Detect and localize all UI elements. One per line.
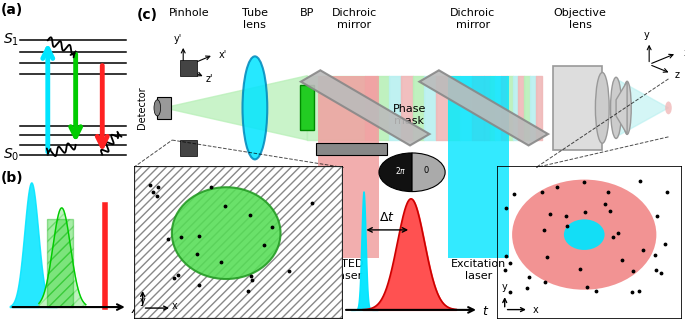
Text: $\lambda$: $\lambda$ [132, 301, 141, 316]
Polygon shape [419, 70, 548, 146]
Text: x: x [172, 301, 178, 311]
Ellipse shape [665, 101, 672, 114]
Text: y': y' [173, 34, 182, 44]
Ellipse shape [172, 187, 281, 279]
Ellipse shape [623, 81, 632, 135]
Bar [553, 66, 602, 150]
Text: Detector: Detector [138, 87, 147, 129]
Polygon shape [616, 81, 627, 134]
Text: $\Delta t$: $\Delta t$ [379, 211, 395, 224]
Ellipse shape [595, 72, 609, 143]
Text: BP: BP [300, 8, 314, 18]
Text: x': x' [219, 50, 227, 60]
Text: (c): (c) [136, 8, 158, 22]
Text: x: x [532, 305, 538, 315]
Bar [300, 85, 314, 130]
Text: Phase
mask: Phase mask [393, 104, 426, 126]
Text: $2\pi$: $2\pi$ [395, 165, 407, 176]
Text: Tube
lens: Tube lens [242, 8, 268, 30]
Text: $S_1$: $S_1$ [3, 32, 19, 48]
Text: STED
laser: STED laser [334, 259, 363, 281]
Text: (a): (a) [1, 3, 23, 17]
Text: (b): (b) [1, 171, 23, 185]
Text: x: x [684, 48, 685, 58]
Ellipse shape [242, 56, 267, 159]
Ellipse shape [564, 219, 605, 250]
Text: y: y [140, 296, 145, 306]
Text: z': z' [206, 74, 213, 84]
Wedge shape [379, 153, 412, 192]
Text: y: y [502, 282, 508, 292]
Ellipse shape [610, 77, 621, 138]
Text: t: t [482, 305, 487, 318]
Bar [180, 60, 197, 76]
Polygon shape [616, 79, 669, 137]
Text: y: y [643, 30, 649, 40]
Bar [47, 219, 73, 307]
Wedge shape [412, 153, 445, 192]
Ellipse shape [512, 180, 656, 290]
Text: Dichroic
mirror: Dichroic mirror [450, 8, 495, 30]
Bar [180, 140, 197, 156]
Text: $S_0$: $S_0$ [3, 147, 20, 163]
Ellipse shape [154, 100, 160, 116]
Polygon shape [301, 70, 429, 146]
Text: Pinhole: Pinhole [169, 8, 209, 18]
Text: 0: 0 [423, 166, 428, 175]
Bar [448, 76, 508, 258]
Bar [319, 76, 379, 258]
Text: Excitation
laser: Excitation laser [451, 259, 506, 281]
Bar [158, 97, 171, 119]
Text: Objective
lens: Objective lens [553, 8, 607, 30]
Polygon shape [164, 76, 308, 140]
Text: Dichroic
mirror: Dichroic mirror [332, 8, 377, 30]
Bar [316, 143, 387, 155]
Text: z: z [674, 70, 680, 80]
